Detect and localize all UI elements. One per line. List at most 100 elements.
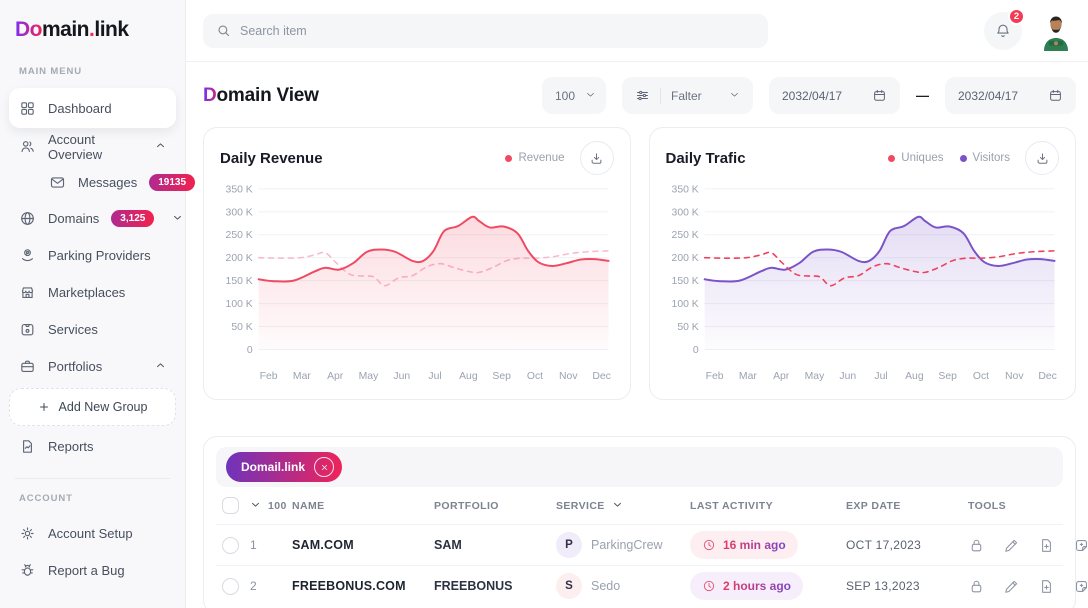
svg-text:Jul: Jul [874,371,887,382]
sidebar-item-dashboard[interactable]: Dashboard [9,88,176,128]
user-avatar[interactable] [1036,11,1076,51]
domains-count-badge: 3,125 [111,210,155,227]
service-avatar: S [556,573,582,599]
table-row[interactable]: 1 SAM.COM SAM P ParkingCrew 16 min ago O… [216,524,1087,565]
svg-text:100 K: 100 K [671,299,698,310]
revenue-chart: 350 K 300 K 250 K 200 K 150 K 100 K 50 K 0 Feb Ma… [226,184,611,382]
note-add-icon [1076,580,1087,592]
lock-button[interactable] [968,537,985,554]
chevron-down-icon [729,89,740,103]
page-size-dropdown[interactable]: 100 [542,77,606,114]
sidebar-item-reports[interactable]: Reports [9,428,176,465]
edit-button[interactable] [1003,537,1020,554]
svg-text:200 K: 200 K [226,253,253,264]
logo-accent: Do [15,18,43,41]
clock-icon [703,580,715,592]
file-plus-icon [1042,579,1051,593]
service-name: ParkingCrew [591,538,663,552]
sidebar-item-account-overview[interactable]: Account Overview [9,128,176,165]
lock-icon [971,580,982,592]
search-input[interactable] [240,23,755,38]
sidebar-item-services[interactable]: Services [9,311,176,348]
svg-text:150 K: 150 K [671,276,698,287]
column-exp-date[interactable]: EXP DATE [846,499,901,512]
domain-filter-chip[interactable]: Domail.link [226,452,343,482]
download-icon [591,152,602,164]
row-number: 1 [250,538,257,552]
filter-dropdown[interactable]: Falter [622,77,753,114]
sidebar-item-label: Report a Bug [48,563,125,578]
column-portfolio[interactable]: PORTFOLIO [434,499,499,512]
export-file-button[interactable] [1038,578,1055,595]
download-chart-button[interactable] [1025,141,1059,175]
sidebar-item-label: Reports [48,439,94,454]
daily-revenue-card: Daily Revenue Revenue 350 K 300 K 250 K 200… [203,127,631,400]
sidebar-item-parking-providers[interactable]: Parking Providers [9,237,176,274]
row-checkbox[interactable] [222,577,239,595]
sidebar-divider [15,478,170,479]
notification-count-badge: 2 [1008,7,1025,25]
portfolio-name: SAM [434,538,462,552]
row-checkbox[interactable] [222,536,239,554]
chevron-up-icon[interactable] [155,139,166,154]
date-to-picker[interactable]: 2032/04/17 [945,77,1076,114]
chevron-down-icon[interactable] [172,211,183,226]
download-chart-button[interactable] [579,141,614,175]
sidebar-item-report-a-bug[interactable]: Report a Bug [9,552,176,589]
sidebar-item-portfolios[interactable]: Portfolios [9,348,176,385]
users-icon [21,141,34,153]
svg-text:300 K: 300 K [671,207,698,218]
tools-cell [968,578,1088,595]
add-note-button[interactable] [1073,537,1088,554]
sidebar-item-label: Account Overview [48,131,103,162]
column-last-activity[interactable]: LAST ACTIVITY [690,499,773,512]
date-from-value: 2032/04/17 [782,88,843,103]
svg-text:Oct: Oct [972,371,988,382]
column-service[interactable]: SERVICE [556,499,690,513]
date-from-picker[interactable]: 2032/04/17 [769,77,900,114]
chart-title-traffic: Daily Trafic [665,149,746,167]
chevron-down-icon[interactable] [250,499,261,513]
add-new-group-button[interactable]: Add New Group [9,388,176,426]
svg-text:100 K: 100 K [226,299,253,310]
chevron-down-icon [612,499,623,513]
gear-icon [21,527,34,540]
legend-dot [888,154,896,162]
sidebar-item-account-setup[interactable]: Account Setup [9,515,176,552]
sidebar-item-label: Domains [48,211,100,226]
chevron-down-icon [585,89,596,103]
divider [660,87,661,104]
edit-button[interactable] [1003,578,1020,595]
search-bar[interactable] [203,13,768,48]
table-row[interactable]: 2 FREEBONUS.COM FREEBONUS S Sedo 2 hours… [216,565,1087,606]
svg-text:0: 0 [247,345,253,356]
svg-text:Nov: Nov [559,371,578,382]
add-note-button[interactable] [1073,578,1088,595]
chevron-up-icon[interactable] [155,359,166,374]
sidebar-item-label: Parking Providers [48,248,151,263]
note-add-icon [1076,539,1087,551]
sidebar-item-messages[interactable]: Messages 19135 [9,165,196,200]
app-logo: Domain.link [15,18,129,41]
notifications-button[interactable]: 2 [984,7,1025,50]
svg-text:Oct: Oct [527,371,543,382]
svg-text:Nov: Nov [1005,371,1024,382]
page-size-value: 100 [555,88,576,103]
sidebar-item-domains[interactable]: Domains 3,125 [9,200,182,237]
svg-text:Feb: Feb [705,371,723,382]
storefront-icon [21,287,34,299]
select-all-checkbox[interactable] [222,497,239,514]
page-title: Domain View [203,84,319,106]
column-count: 100 [250,499,292,513]
filter-value: Falter [671,88,702,103]
sidebar-item-marketplaces[interactable]: Marketplaces [9,274,176,311]
svg-text:150 K: 150 K [226,276,253,287]
plus-icon [39,403,48,411]
toolbar-controls: 100 Falter 2032/04/17 — 2032/04/17 [542,77,1076,114]
chip-close-icon[interactable] [314,457,335,477]
svg-text:Mar: Mar [293,371,311,382]
export-file-button[interactable] [1038,537,1055,554]
svg-text:50 K: 50 K [231,322,252,333]
column-name[interactable]: NAME [292,499,325,512]
lock-button[interactable] [968,578,985,595]
